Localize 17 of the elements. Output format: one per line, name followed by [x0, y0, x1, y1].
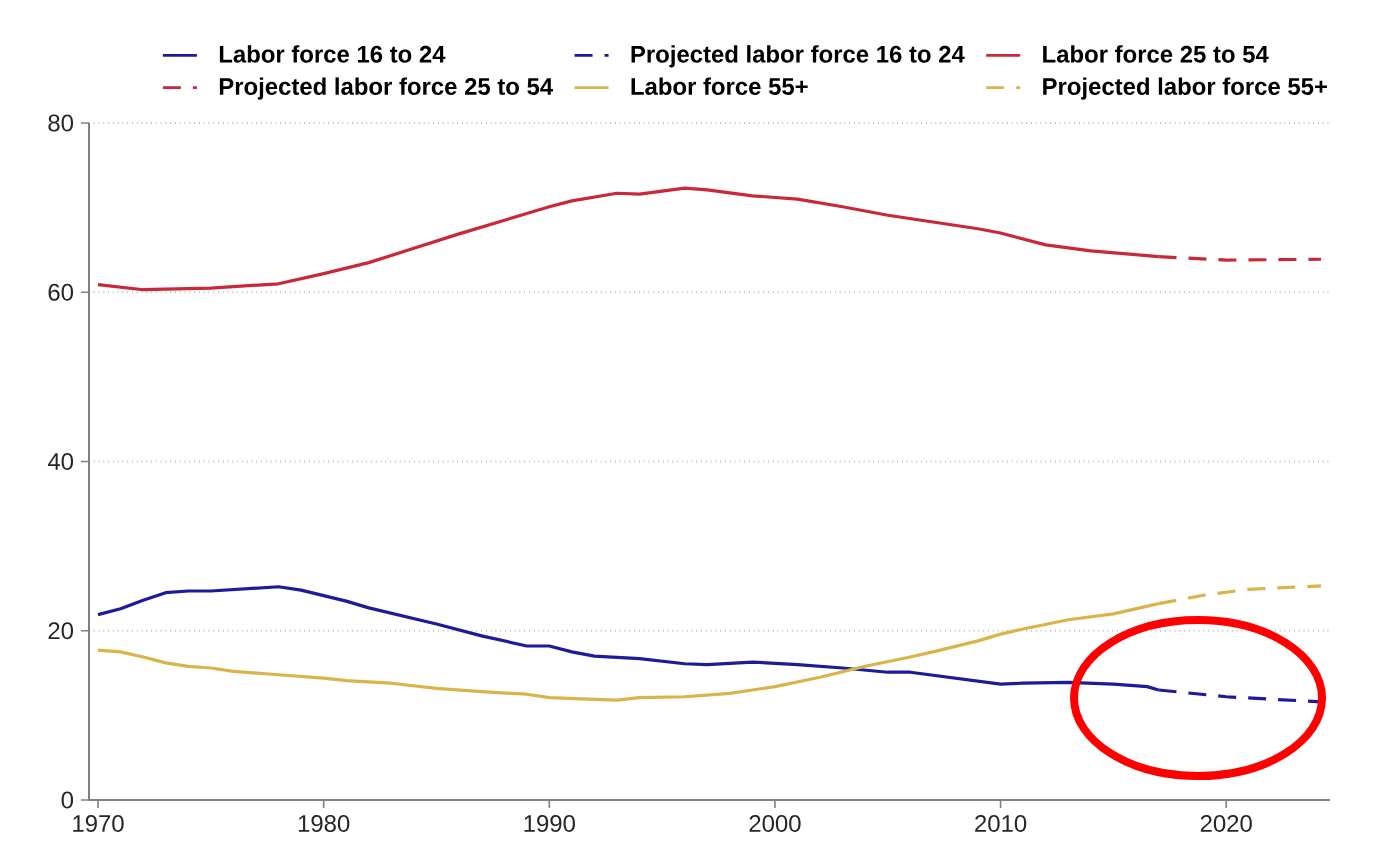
x-tick-label: 1990: [524, 815, 575, 832]
x-tick-label: 1970: [73, 815, 124, 832]
x-tick-label: 1980: [298, 815, 350, 832]
x-tick-label: 2020: [1200, 815, 1252, 832]
y-tick-label: 80: [48, 114, 74, 132]
y-tick-label: 60: [48, 283, 74, 301]
y-tick-label: 20: [48, 622, 74, 640]
legend-label: Projected labor force 55+: [1043, 77, 1327, 100]
legend-label: Projected labor force 16 to 24: [631, 45, 965, 68]
x-tick-label: 2010: [975, 815, 1027, 832]
legend-label: Labor force 25 to 54: [1043, 45, 1269, 63]
legend-label: Labor force 55+: [631, 77, 808, 95]
y-tick-label: 40: [47, 453, 74, 470]
legend-label: Projected labor force 25 to 54: [219, 77, 553, 100]
y-tick-label: 0: [61, 791, 74, 809]
x-tick-label: 2000: [749, 815, 801, 832]
legend-label: Labor force 16 to 24: [219, 45, 446, 63]
